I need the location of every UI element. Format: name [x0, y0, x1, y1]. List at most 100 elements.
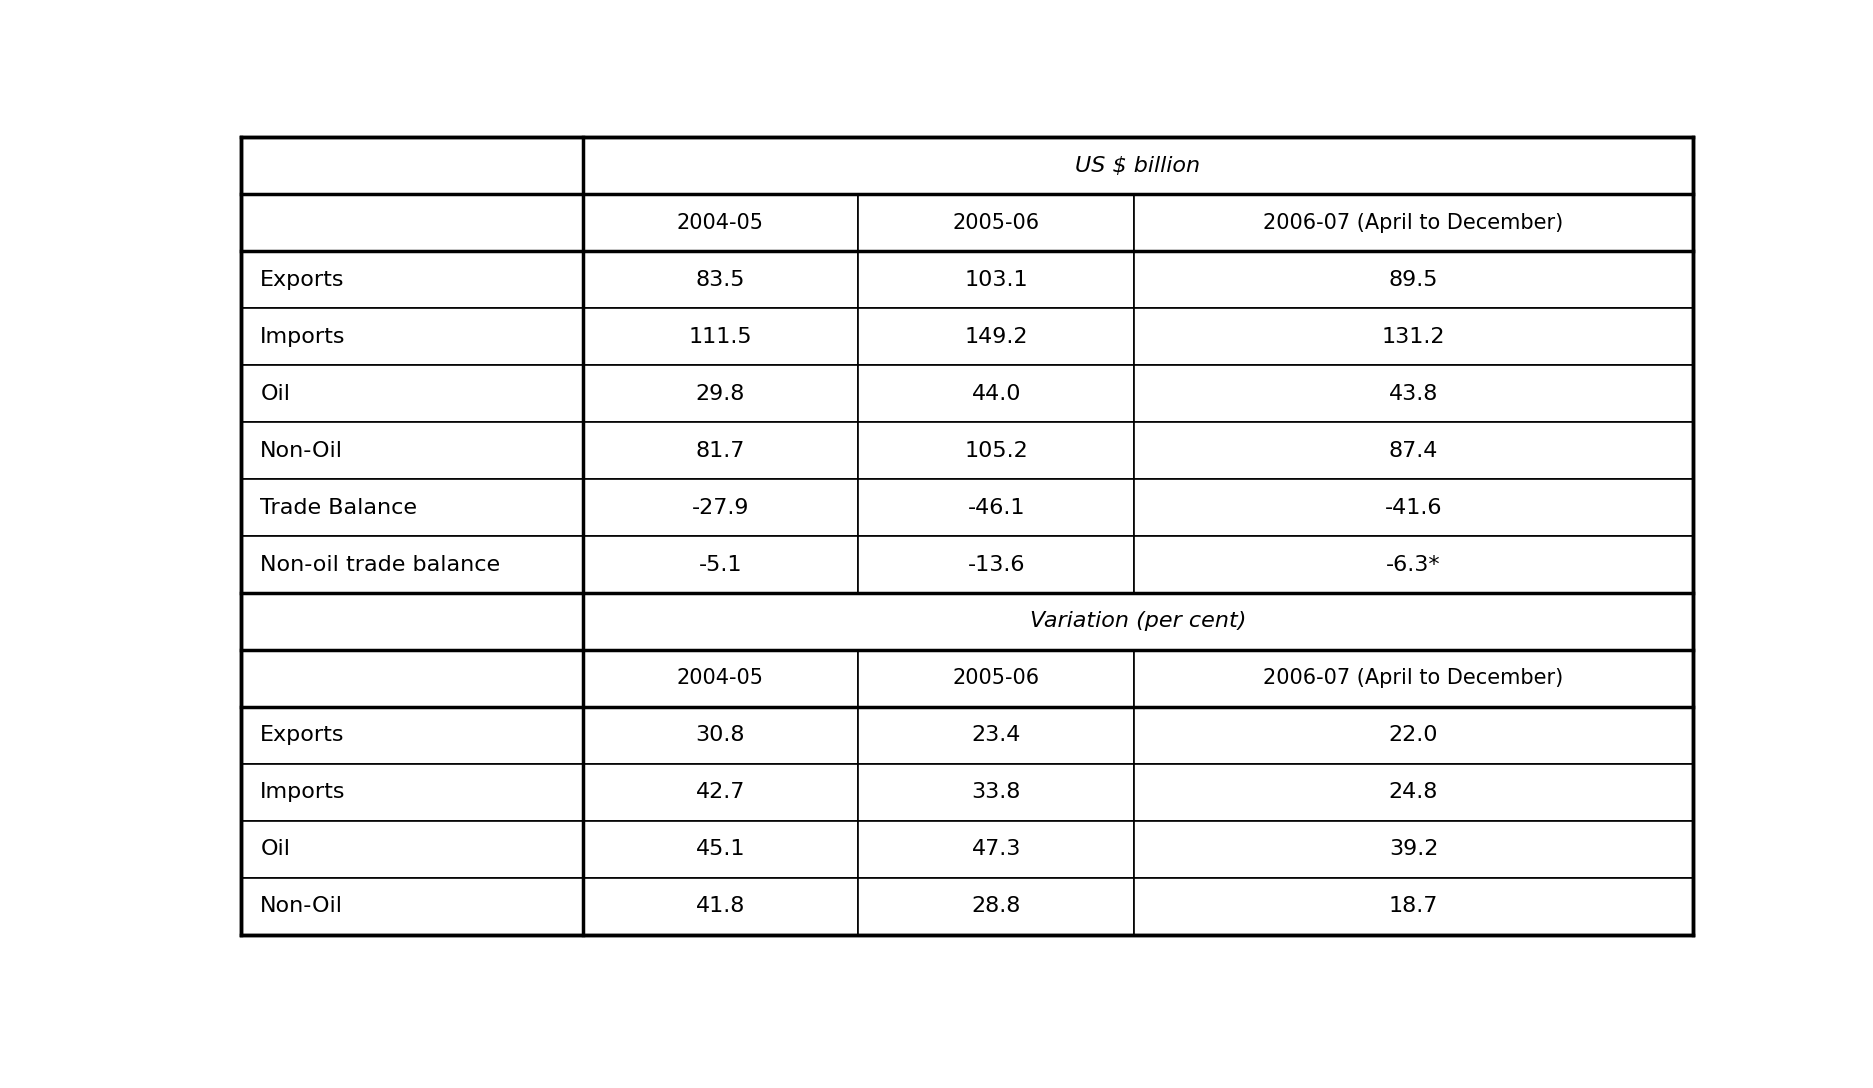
Text: 29.8: 29.8: [695, 384, 745, 404]
Bar: [1133, 366, 1693, 422]
Text: -5.1: -5.1: [699, 555, 742, 574]
Text: -6.3*: -6.3*: [1386, 555, 1440, 574]
Bar: [858, 479, 1133, 536]
Text: Non-Oil: Non-Oil: [260, 441, 343, 460]
Text: 24.8: 24.8: [1390, 782, 1438, 802]
Text: 2005-06: 2005-06: [953, 668, 1040, 689]
Text: Variation (per cent): Variation (per cent): [1030, 611, 1246, 631]
Bar: [858, 536, 1133, 593]
Bar: [242, 820, 583, 878]
Text: 2004-05: 2004-05: [676, 213, 764, 233]
Text: 45.1: 45.1: [695, 839, 745, 860]
Bar: [858, 308, 1133, 366]
Text: Oil: Oil: [260, 384, 290, 404]
Bar: [858, 366, 1133, 422]
Bar: [583, 422, 858, 479]
Bar: [1133, 764, 1693, 820]
Text: 83.5: 83.5: [695, 270, 745, 289]
Bar: [583, 707, 858, 764]
Bar: [1133, 650, 1693, 707]
Bar: [1133, 195, 1693, 251]
Bar: [583, 764, 858, 820]
Bar: [242, 366, 583, 422]
Bar: [583, 137, 1693, 195]
Bar: [583, 650, 858, 707]
Bar: [583, 479, 858, 536]
Bar: [242, 308, 583, 366]
Bar: [583, 820, 858, 878]
Bar: [242, 251, 583, 308]
Bar: [858, 878, 1133, 935]
Text: 44.0: 44.0: [972, 384, 1021, 404]
Text: 2004-05: 2004-05: [676, 668, 764, 689]
Bar: [242, 707, 583, 764]
Bar: [242, 593, 583, 650]
Text: 131.2: 131.2: [1382, 326, 1446, 347]
Text: 2005-06: 2005-06: [953, 213, 1040, 233]
Bar: [242, 764, 583, 820]
Bar: [1133, 251, 1693, 308]
Text: 2006-07 (April to December): 2006-07 (April to December): [1264, 213, 1564, 233]
Text: 30.8: 30.8: [695, 726, 745, 745]
Text: 47.3: 47.3: [972, 839, 1021, 860]
Bar: [858, 195, 1133, 251]
Text: -13.6: -13.6: [968, 555, 1025, 574]
Text: 103.1: 103.1: [965, 270, 1028, 289]
Bar: [583, 251, 858, 308]
Text: 23.4: 23.4: [972, 726, 1021, 745]
Text: 42.7: 42.7: [695, 782, 745, 802]
Bar: [583, 195, 858, 251]
Text: 41.8: 41.8: [695, 897, 745, 916]
Bar: [1133, 422, 1693, 479]
Bar: [858, 764, 1133, 820]
Bar: [583, 308, 858, 366]
Bar: [242, 536, 583, 593]
Text: 89.5: 89.5: [1388, 270, 1438, 289]
Bar: [1133, 308, 1693, 366]
Bar: [858, 707, 1133, 764]
Text: 22.0: 22.0: [1388, 726, 1438, 745]
Text: 43.8: 43.8: [1390, 384, 1438, 404]
Bar: [242, 650, 583, 707]
Bar: [858, 422, 1133, 479]
Text: 28.8: 28.8: [972, 897, 1021, 916]
Bar: [583, 536, 858, 593]
Bar: [858, 820, 1133, 878]
Text: 81.7: 81.7: [695, 441, 745, 460]
Text: Exports: Exports: [260, 726, 345, 745]
Text: 18.7: 18.7: [1390, 897, 1438, 916]
Text: Non-Oil: Non-Oil: [260, 897, 343, 916]
Bar: [242, 137, 583, 195]
Text: -41.6: -41.6: [1384, 497, 1442, 518]
Bar: [1133, 479, 1693, 536]
Text: Imports: Imports: [260, 326, 347, 347]
Bar: [1133, 820, 1693, 878]
Text: -27.9: -27.9: [691, 497, 749, 518]
Text: Imports: Imports: [260, 782, 347, 802]
Text: Trade Balance: Trade Balance: [260, 497, 418, 518]
Text: -46.1: -46.1: [968, 497, 1025, 518]
Text: 111.5: 111.5: [689, 326, 753, 347]
Bar: [583, 878, 858, 935]
Text: 33.8: 33.8: [972, 782, 1021, 802]
Bar: [242, 195, 583, 251]
Bar: [583, 593, 1693, 650]
Text: Oil: Oil: [260, 839, 290, 860]
Bar: [242, 878, 583, 935]
Bar: [242, 422, 583, 479]
Bar: [1133, 878, 1693, 935]
Text: 39.2: 39.2: [1390, 839, 1438, 860]
Text: Exports: Exports: [260, 270, 345, 289]
Text: Non-oil trade balance: Non-oil trade balance: [260, 555, 500, 574]
Text: 87.4: 87.4: [1390, 441, 1438, 460]
Text: 2006-07 (April to December): 2006-07 (April to December): [1264, 668, 1564, 689]
Bar: [242, 479, 583, 536]
Bar: [858, 650, 1133, 707]
Bar: [1133, 707, 1693, 764]
Text: 149.2: 149.2: [965, 326, 1028, 347]
Text: 105.2: 105.2: [965, 441, 1028, 460]
Bar: [858, 251, 1133, 308]
Bar: [1133, 536, 1693, 593]
Text: US $ billion: US $ billion: [1075, 156, 1201, 176]
Bar: [583, 366, 858, 422]
